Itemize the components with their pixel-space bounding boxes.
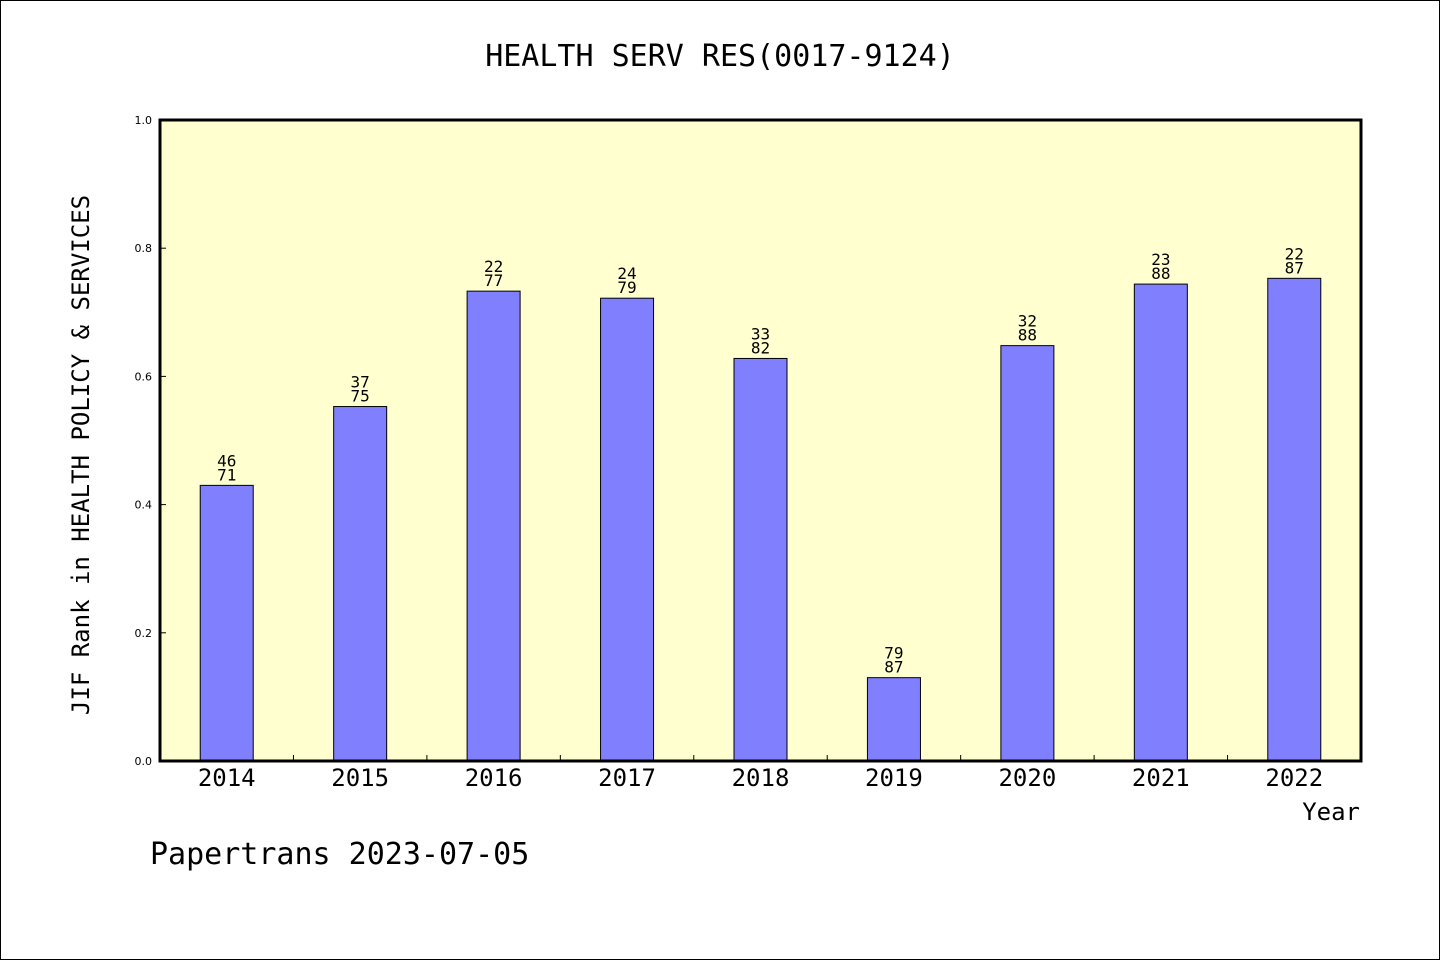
x-tick-label: 2015 xyxy=(331,764,389,792)
x-tick-label: 2019 xyxy=(865,764,923,792)
x-tick-label: 2022 xyxy=(1265,764,1323,792)
bar-2019 xyxy=(866,677,921,762)
bar-label-rank: 24 xyxy=(617,264,636,283)
chart-title: HEALTH SERV RES(0017-9124) xyxy=(485,39,955,74)
y-tick-label: 0.2 xyxy=(135,627,153,640)
bar-label-total: 77 xyxy=(484,271,503,290)
bar-label-total: 71 xyxy=(217,465,236,484)
y-tick-label: 0.6 xyxy=(135,370,153,383)
x-axis: 2014 2015 2016 2017 2018 2019 2020 2021 2022 xyxy=(198,755,1323,792)
y-tick-label: 0.8 xyxy=(135,242,153,255)
bar-2018 xyxy=(733,357,788,762)
bar-2022 xyxy=(1267,277,1322,762)
bar-2021 xyxy=(1133,283,1188,762)
bar-series xyxy=(199,277,1322,762)
bar-label-rank: 23 xyxy=(1151,250,1170,269)
footer-text: Papertrans 2023-07-05 xyxy=(150,837,529,872)
bar-label-rank: 22 xyxy=(1285,244,1304,263)
bar-label-rank: 32 xyxy=(1018,312,1037,331)
bar-label-rank: 33 xyxy=(751,324,770,343)
bar-label-rank: 46 xyxy=(217,451,236,470)
x-tick-label: 2016 xyxy=(465,764,523,792)
bar-label-total: 88 xyxy=(1151,264,1170,283)
y-axis: 0.0 0.2 0.4 0.6 0.8 1.0 xyxy=(135,114,166,768)
bar-label-rank: 22 xyxy=(484,257,503,276)
y-tick-label: 0.0 xyxy=(135,755,153,768)
x-tick-label: 2018 xyxy=(732,764,790,792)
x-tick-label: 2020 xyxy=(998,764,1056,792)
bar-label-total: 87 xyxy=(1285,258,1304,277)
bar-label-rank: 79 xyxy=(884,644,903,663)
x-tick-label: 2014 xyxy=(198,764,256,792)
bar-2017 xyxy=(600,297,655,762)
x-tick-label: 2017 xyxy=(598,764,656,792)
bar-2014 xyxy=(199,484,254,762)
bar-label-total: 87 xyxy=(884,658,903,677)
bar-label-total: 75 xyxy=(351,387,370,406)
bar-label-total: 79 xyxy=(617,278,636,297)
y-tick-label: 1.0 xyxy=(135,114,153,127)
bar-2015 xyxy=(333,406,388,762)
bar-label-total: 82 xyxy=(751,338,770,357)
plot-border xyxy=(158,118,1363,763)
x-tick-label: 2021 xyxy=(1132,764,1190,792)
bar-2016 xyxy=(466,290,521,762)
bar-label-total: 88 xyxy=(1018,326,1037,345)
bar-label-rank: 37 xyxy=(351,373,370,392)
bar-2020 xyxy=(1000,345,1055,762)
y-tick-label: 0.4 xyxy=(135,499,153,512)
y-axis-label: JIF Rank in HEALTH POLICY & SERVICES xyxy=(67,195,95,715)
x-axis-label: Year xyxy=(1302,798,1360,826)
